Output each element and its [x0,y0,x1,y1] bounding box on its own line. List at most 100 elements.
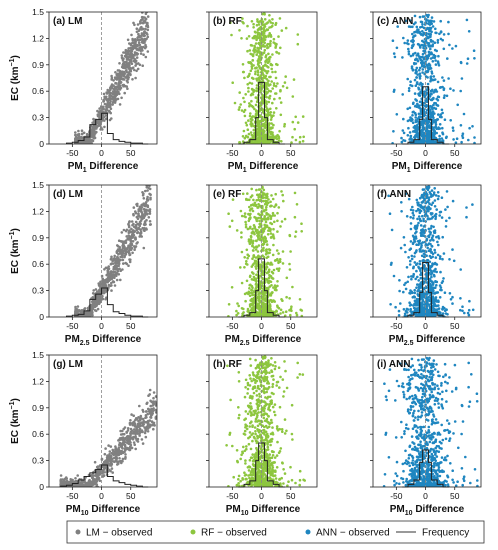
data-point [125,75,129,78]
data-point [445,94,449,98]
data-point [249,123,252,126]
data-point [442,277,445,280]
data-point [141,21,144,25]
data-point [277,139,281,142]
data-point [290,309,293,313]
data-point [101,118,104,121]
data-point [272,286,275,289]
data-point [294,230,298,233]
data-point [243,108,247,112]
data-point [422,49,425,53]
data-point [419,20,423,24]
data-point [272,82,276,85]
data-point [238,141,241,144]
data-point [249,299,252,302]
data-point [123,51,127,54]
data-point [430,52,434,56]
data-point [74,305,77,309]
data-point [416,73,419,76]
data-point [424,201,427,205]
data-point [265,278,269,281]
x-axis-label: PM1 Difference [228,161,299,174]
data-point [267,100,271,104]
data-point [262,64,265,68]
data-point [95,303,99,306]
data-point [119,255,122,259]
data-point [105,92,109,95]
data-point [272,37,276,41]
data-point [242,129,246,133]
data-point [251,292,254,295]
data-point [431,43,435,46]
data-point [262,242,266,245]
data-point [290,141,293,144]
data-point [257,212,260,216]
data-point [415,70,418,73]
data-point [119,252,123,255]
data-point [144,12,148,15]
data-point [406,280,410,284]
data-point [246,75,250,79]
data-point [131,78,134,81]
data-point [268,58,271,61]
data-point [432,75,436,78]
data-point [264,201,268,204]
data-point [421,52,425,56]
x-tick-label: 0 [259,148,264,158]
data-point [262,51,266,54]
data-point [227,303,231,306]
data-point [262,188,266,192]
data-point [432,116,435,120]
data-point [274,286,278,289]
data-point [236,312,240,315]
data-point [138,43,142,47]
data-point [113,90,116,93]
data-point [433,140,436,144]
data-point [130,227,133,231]
data-point [291,135,294,139]
data-point [251,286,254,290]
data-point [257,234,260,238]
data-point [123,246,126,249]
data-point [434,123,438,126]
data-point [243,212,247,215]
data-point [227,315,230,317]
data-point [392,90,396,93]
data-point [249,69,253,73]
data-point [135,56,139,59]
data-point [427,50,431,54]
data-point [142,192,145,196]
data-point [235,229,239,232]
data-point [268,251,271,255]
data-point [91,125,95,129]
scatter-points [74,12,150,144]
data-point [128,61,131,64]
data-point [298,298,302,301]
data-point [92,289,95,292]
data-point [124,229,128,233]
data-point [244,134,248,138]
data-point [434,286,437,290]
data-point [427,44,430,47]
data-point [413,92,417,95]
data-point [271,253,275,257]
data-point [147,186,150,190]
data-point [123,61,126,64]
data-point [272,227,275,231]
data-point [454,141,458,144]
data-point [443,118,447,121]
data-point [122,78,126,81]
data-point [265,71,269,75]
data-point [427,53,431,56]
data-point [438,257,442,260]
data-point [148,192,151,196]
data-point [265,44,269,47]
data-point [142,32,146,36]
data-point [255,199,258,202]
data-point [133,230,137,233]
data-point [269,236,273,239]
data-point [142,53,145,56]
data-point [249,309,253,312]
data-point [413,255,416,258]
